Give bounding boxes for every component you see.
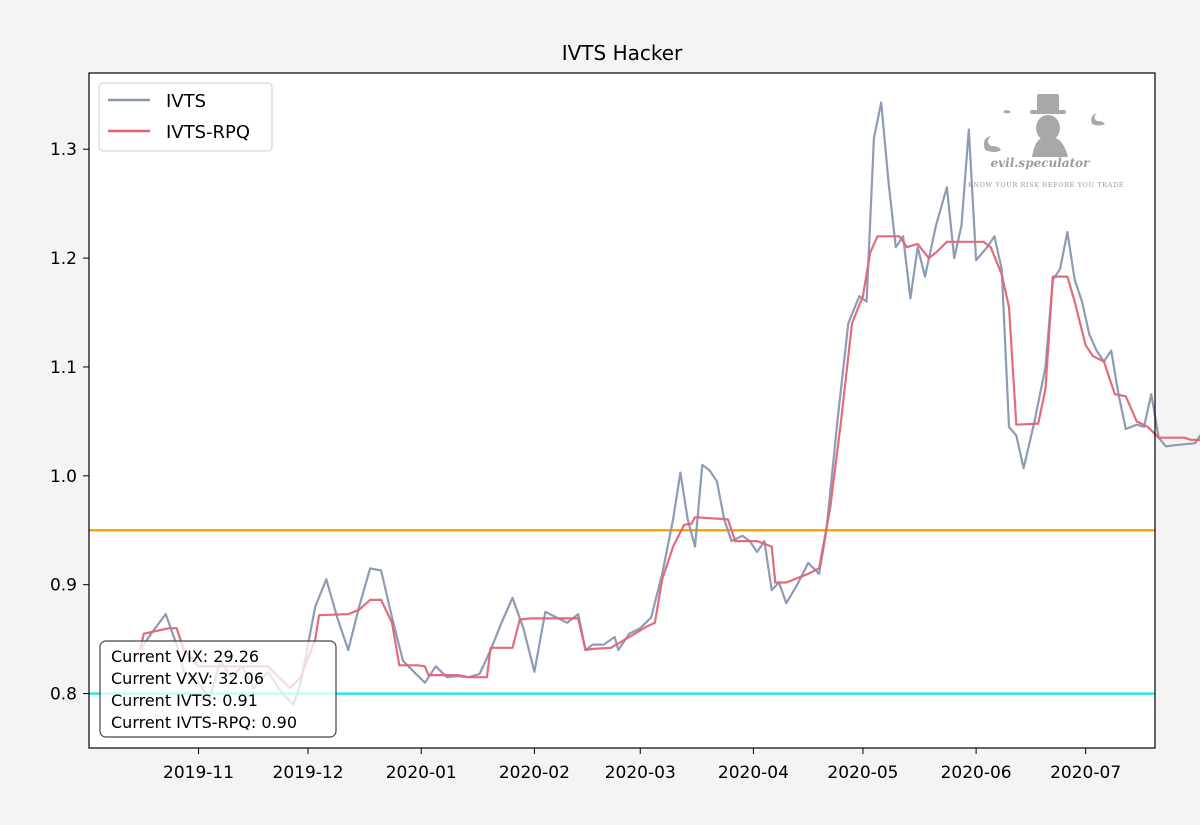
y-tick-label: 1.1 <box>50 358 77 378</box>
plot-area <box>89 73 1155 748</box>
x-tick-label: 2020-06 <box>941 763 1012 783</box>
watermark-tagline: KNOW YOUR RISK BEFORE YOU TRADE <box>968 181 1124 189</box>
chart-title: IVTS Hacker <box>562 41 683 65</box>
y-tick-label: 1.3 <box>50 140 77 160</box>
x-tick-label: 2019-12 <box>273 763 344 783</box>
series-line-ivts-rpq <box>139 235 1200 690</box>
x-tick-label: 2020-01 <box>386 763 457 783</box>
stats-box: Current VIX: 29.26 Current VXV: 32.06 Cu… <box>99 640 337 738</box>
series-layer <box>139 101 1200 706</box>
top-hat-speculator-icon <box>983 94 1105 157</box>
y-tick-label: 1.0 <box>50 467 77 487</box>
watermark-logo: evil.speculator KNOW YOUR RISK BEFORE YO… <box>968 94 1124 189</box>
x-tick-label: 2020-05 <box>827 763 898 783</box>
watermark-brand: evil.speculator <box>991 156 1092 170</box>
series-line-ivts <box>139 101 1200 706</box>
x-tick-label: 2020-04 <box>718 763 789 783</box>
y-tick-label: 0.8 <box>50 685 77 705</box>
x-tick-label: 2020-03 <box>605 763 676 783</box>
plot-frame <box>88 72 1156 749</box>
y-axis: 0.8 0.9 1.0 1.1 1.2 1.3 <box>50 140 89 705</box>
x-tick-label: 2020-07 <box>1050 763 1121 783</box>
stat-ivts: Current IVTS: 0.91 <box>111 691 258 710</box>
x-axis: 2019-11 2019-12 2020-01 2020-02 2020-03 2020-… <box>163 748 1121 783</box>
stat-vix: Current VIX: 29.26 <box>111 647 259 666</box>
y-tick-label: 1.2 <box>50 249 77 269</box>
stat-vxv: Current VXV: 32.06 <box>111 669 264 688</box>
y-tick-label: 0.9 <box>50 576 77 596</box>
legend: IVTS IVTS-RPQ <box>98 82 273 152</box>
legend-label-ivts: IVTS <box>166 91 206 112</box>
x-tick-label: 2019-11 <box>163 763 234 783</box>
x-tick-label: 2020-02 <box>499 763 570 783</box>
stats-box-frame <box>99 640 337 738</box>
legend-label-ivts-rpq: IVTS-RPQ <box>166 122 250 143</box>
stat-ivts-rpq: Current IVTS-RPQ: 0.90 <box>111 713 297 732</box>
